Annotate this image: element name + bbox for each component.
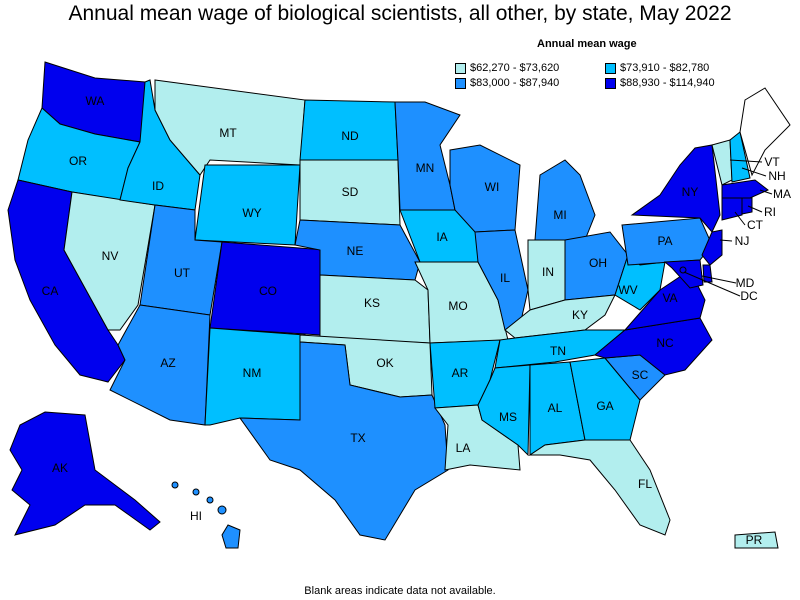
label-KY: KY [572, 308, 588, 322]
label-NE: NE [347, 244, 364, 258]
label-OR: OR [69, 154, 87, 168]
label-AK: AK [52, 461, 68, 475]
map-title: Annual mean wage of biological scientist… [68, 2, 732, 25]
label-SD: SD [342, 185, 359, 199]
label-OK: OK [376, 356, 393, 370]
label-WV: WV [618, 283, 637, 297]
state-AK[interactable] [9, 411, 161, 536]
legend-label-tier-4: $88,930 - $114,940 [620, 77, 715, 89]
leader-lines [683, 159, 773, 297]
label-IN: IN [542, 265, 554, 279]
label-WI: WI [485, 180, 500, 194]
label-WY: WY [242, 206, 261, 220]
legend-item-tier-2: $73,910 - $82,780 [605, 62, 755, 74]
legend-swatch-tier-2 [605, 62, 616, 74]
state-NY[interactable] [630, 144, 721, 233]
legend-title: Annual mean wage [537, 38, 637, 50]
label-ND: ND [341, 129, 359, 143]
legend-label-tier-2: $73,910 - $82,780 [620, 62, 710, 74]
legend-swatch-tier-4 [605, 77, 616, 89]
label-UT: UT [174, 266, 191, 280]
label-KS: KS [364, 296, 380, 310]
label-RI: RI [764, 205, 776, 219]
state-MI[interactable] [534, 159, 596, 241]
label-IL: IL [500, 271, 510, 285]
state-AZ[interactable] [109, 304, 211, 426]
label-IA: IA [436, 230, 447, 244]
label-OH: OH [589, 256, 607, 270]
label-FL: FL [638, 477, 652, 491]
legend-label-tier-3: $83,000 - $87,940 [470, 77, 560, 89]
label-MD: MD [736, 276, 755, 290]
legend-item-tier-3: $83,000 - $87,940 [455, 77, 605, 89]
state-DC[interactable] [679, 266, 687, 274]
footer-note: Blank areas indicate data not available. [304, 585, 496, 597]
label-NY: NY [682, 185, 699, 199]
state-DE[interactable] [702, 264, 713, 283]
label-WA: WA [86, 94, 105, 108]
label-PR: PR [746, 533, 763, 547]
state-MA[interactable] [721, 179, 769, 199]
label-NJ: NJ [735, 234, 750, 248]
label-CO: CO [259, 284, 277, 298]
label-MS: MS [499, 410, 517, 424]
state-MD[interactable] [663, 259, 704, 289]
label-TN: TN [550, 344, 566, 358]
state-FL[interactable] [528, 439, 671, 536]
label-GA: GA [596, 399, 613, 413]
label-CA: CA [42, 284, 59, 298]
label-NC: NC [656, 336, 674, 350]
label-PA: PA [657, 234, 672, 248]
label-MA: MA [773, 187, 791, 201]
legend: Annual mean wage $62,270 - $73,620 $73,9… [455, 38, 755, 89]
label-LA: LA [456, 441, 471, 455]
state-WY[interactable] [194, 164, 301, 246]
label-VA: VA [662, 291, 677, 305]
label-NV: NV [102, 249, 119, 263]
label-AR: AR [452, 366, 469, 380]
label-MI: MI [553, 208, 566, 222]
legend-label-tier-1: $62,270 - $73,620 [470, 62, 560, 74]
state-labels: WA OR CA NV ID MT WY UT CO AZ NM ND SD N… [42, 94, 791, 547]
legend-item-tier-4: $88,930 - $114,940 [605, 77, 755, 89]
label-TX: TX [350, 431, 365, 445]
legend-swatch-tier-3 [455, 77, 466, 89]
label-CT: CT [747, 218, 764, 232]
label-MO: MO [448, 299, 467, 313]
label-VT: VT [764, 155, 780, 169]
label-NH: NH [768, 169, 785, 183]
label-SC: SC [632, 368, 649, 382]
label-HI: HI [190, 509, 202, 523]
legend-item-tier-1: $62,270 - $73,620 [455, 62, 605, 74]
state-ME[interactable] [739, 87, 791, 177]
label-AL: AL [548, 401, 563, 415]
label-ID: ID [152, 179, 164, 193]
label-AZ: AZ [160, 356, 175, 370]
legend-swatch-tier-1 [455, 62, 466, 74]
state-GA[interactable] [569, 357, 641, 441]
state-RI[interactable] [741, 197, 753, 215]
state-HI[interactable] [171, 481, 241, 549]
state-PR[interactable] [734, 531, 779, 549]
label-NM: NM [243, 366, 262, 380]
label-MN: MN [416, 161, 435, 175]
label-MT: MT [219, 126, 237, 140]
label-DC: DC [740, 289, 758, 303]
state-NJ[interactable] [701, 229, 723, 266]
state-TX[interactable] [239, 341, 449, 541]
